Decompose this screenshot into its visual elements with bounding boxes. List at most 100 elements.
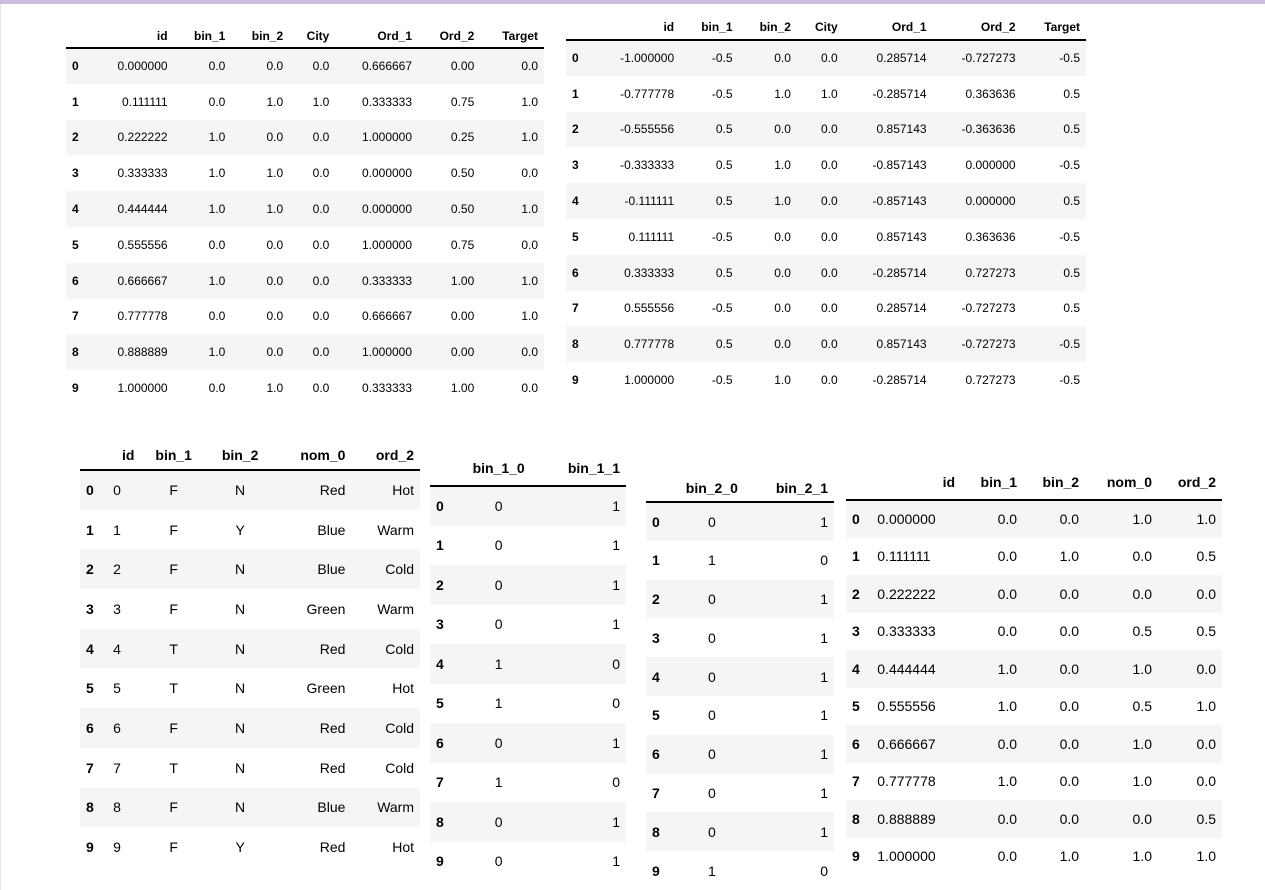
table-cell: -0.363636 xyxy=(961,122,1016,137)
table-cell: 0.0 xyxy=(1059,810,1080,827)
table-cell: 1 xyxy=(612,576,620,593)
table-cell: 0 xyxy=(113,482,121,499)
table-cell: 1.0 xyxy=(1196,511,1216,528)
table-cell: 1 xyxy=(612,537,620,554)
table-row: 1 1 F Y Blue Warm xyxy=(80,509,420,550)
table-cell: 1.00 xyxy=(450,273,475,288)
table-row: 2 -0.555556 0.5 0.0 0.0 0.857143 -0.363636 0.5 xyxy=(566,111,1086,148)
table-cell: 0.0 xyxy=(266,59,284,74)
table-cell: Red xyxy=(319,759,346,776)
row-index: 2 xyxy=(72,130,79,145)
table-cell: 0.0 xyxy=(820,337,838,352)
table-row: 3 0.333333 0.0 0.0 0.5 0.5 xyxy=(846,612,1222,650)
column-header: ord_2 xyxy=(375,446,414,463)
table-cell: -0.5 xyxy=(1059,229,1080,244)
header-row: bin_2_0 bin_2_1 xyxy=(646,474,834,502)
table-cell: -0.5 xyxy=(711,51,733,66)
table-cell: 0 xyxy=(707,668,716,685)
table-cell: 0.0 xyxy=(820,265,838,280)
table-cell: -0.5 xyxy=(1059,337,1080,352)
table-cell: 0 xyxy=(707,513,716,530)
column-header: id xyxy=(663,19,675,34)
table-cell: 1.0 xyxy=(1196,848,1216,865)
table-row: 1 0.111111 0.0 1.0 0.0 0.5 xyxy=(846,537,1222,575)
table-cell: Red xyxy=(319,719,346,736)
table-cell: Hot xyxy=(392,839,414,856)
table-row: 4 -0.111111 0.5 1.0 0.0 -0.857143 0.000000 0.5 xyxy=(566,183,1086,219)
header-row: id bin_1 bin_2 City Ord_1 Ord_2 Target xyxy=(66,24,544,48)
window-top-border xyxy=(0,0,1265,4)
table-cell: 0.0 xyxy=(208,59,226,74)
row-index: 4 xyxy=(72,202,79,217)
table-cell: 0.5 xyxy=(1196,548,1216,565)
table-cell: 0.888889 xyxy=(117,345,168,360)
table-cell: 0.0 xyxy=(1059,698,1080,715)
table-cell: 1.0 xyxy=(774,194,791,209)
table-row: 1 0.111111 0.0 1.0 1.0 0.333333 0.75 1.0 xyxy=(66,83,544,120)
table-cell: 1.0 xyxy=(1132,848,1152,865)
table-cell: 1.0 xyxy=(208,166,226,181)
table-cell: 0.555556 xyxy=(624,301,675,316)
table-row: 9 1 0 xyxy=(646,851,834,890)
table-cell: 0.000000 xyxy=(965,158,1016,173)
table-cell: 0.0 xyxy=(208,309,226,324)
table-cell: 0.222222 xyxy=(117,130,168,145)
table-row: 3 -0.333333 0.5 1.0 0.0 -0.857143 0.000000 -0.5 xyxy=(566,147,1086,184)
column-header: bin_2 xyxy=(221,446,259,463)
table-cell: 0.333333 xyxy=(624,265,675,280)
table-cell: 1.000000 xyxy=(624,373,675,388)
row-index: 9 xyxy=(572,373,579,388)
row-index: 0 xyxy=(572,51,579,66)
table-cell: 0 xyxy=(494,498,503,515)
table-cell: 1 xyxy=(820,707,828,724)
table-cell: 0.5 xyxy=(1132,623,1152,640)
table-cell: 1.0 xyxy=(997,773,1018,790)
row-index: 9 xyxy=(652,862,660,879)
table-cell: N xyxy=(235,719,246,736)
table-row: 6 0 1 xyxy=(430,723,626,763)
table-cell: 0.363636 xyxy=(965,86,1016,101)
row-index: 1 xyxy=(72,94,79,109)
table-cell: 0.5 xyxy=(715,122,733,137)
table-cell: 1.0 xyxy=(1196,698,1216,715)
table-row: 9 1.000000 0.0 1.0 0.0 0.333333 1.00 0.0 xyxy=(66,370,544,406)
table-cell: 0.0 xyxy=(774,301,791,316)
table-cell: 0.25 xyxy=(450,130,475,145)
table-cell: 1 xyxy=(612,734,620,751)
table-cell: 0.0 xyxy=(266,130,284,145)
table-cell: 0.857143 xyxy=(876,229,927,244)
table-cell: 0.0 xyxy=(312,309,330,324)
column-header: Ord_1 xyxy=(377,28,413,43)
table-cell: Hot xyxy=(392,482,414,499)
table-cell: 7 xyxy=(113,759,121,776)
row-index: 3 xyxy=(852,623,860,640)
row-index: 6 xyxy=(572,265,579,280)
table-cell: 1.000000 xyxy=(361,237,413,252)
table-cell: 1 xyxy=(820,784,828,801)
table-cell: 0.5 xyxy=(715,194,733,209)
row-index: 3 xyxy=(572,158,579,173)
table-cell: 0.0 xyxy=(312,130,330,145)
column-header: bin_2_0 xyxy=(685,479,738,496)
table-cell: 0 xyxy=(707,629,716,646)
table-cell: 0.333333 xyxy=(361,94,413,109)
table-cell: 1 xyxy=(113,521,121,538)
table-cell: 0 xyxy=(707,784,716,801)
row-index: 7 xyxy=(572,301,579,316)
table-row: 1 0 1 xyxy=(430,525,626,565)
table-cell: F xyxy=(169,719,178,736)
table-cell: -0.333333 xyxy=(620,158,675,173)
table-cell: 1.000000 xyxy=(117,381,168,396)
table-cell: 0.5 xyxy=(1196,810,1216,827)
table-cell: -0.5 xyxy=(711,229,733,244)
table-cell: N xyxy=(235,799,246,816)
table-cell: 0.285714 xyxy=(876,301,927,316)
table-row: 8 8 F N Blue Warm xyxy=(80,787,420,828)
table-cell: 1.0 xyxy=(208,130,226,145)
table-cell: 0.111111 xyxy=(877,548,931,565)
table-row: 2 0 1 xyxy=(646,579,834,619)
table-cell: 1.0 xyxy=(997,698,1018,715)
column-header: bin_1 xyxy=(194,28,226,43)
row-index: 1 xyxy=(852,548,860,565)
table-cell: 0.5 xyxy=(1063,265,1080,280)
